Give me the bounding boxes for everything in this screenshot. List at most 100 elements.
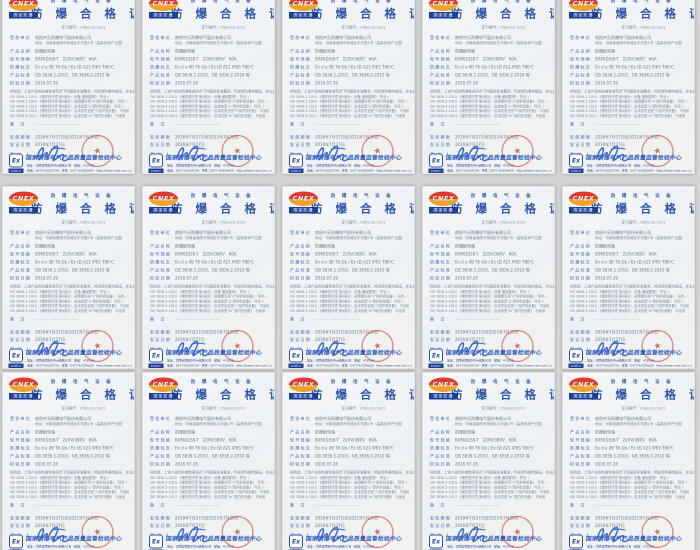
issue-date-row: 发证日期 2016年7月27日 — [290, 337, 345, 343]
center-contact-line: 电话：0377-63239734 传真：0377-63226825 http:/… — [27, 364, 132, 368]
certificate-page[interactable]: 防 爆 电 气 设 备 CNEX 国家防爆 防 爆 合 格 证 证书编号：CNE… — [562, 0, 695, 174]
equipment-type-label: 防 爆 电 气 设 备 — [470, 0, 534, 4]
cnex-logo-caption: 国家防爆 — [289, 207, 318, 214]
field-row-product-name: 产品名称 防爆配电箱 — [570, 243, 615, 249]
certificate-page[interactable]: 防 爆 电 气 设 备 CNEX 国家防爆 防 爆 合 格 证 证书编号：CNE… — [422, 372, 555, 550]
standard-line: GB 3836.3-2010 《爆炸性环境 第3部分：由增安型“e”保护的设备》… — [430, 104, 544, 109]
inspection-center-name: 国家防爆电气产品质量监督检验中心 — [25, 535, 123, 542]
equipment-type-label: 防 爆 电 气 设 备 — [50, 379, 114, 385]
field-row-ex-marking: 防爆标志 Ex d e IIB T6 Gb / Ex tD A21 IP65 T… — [430, 64, 535, 70]
ex-mark-caption: CNEX — [568, 168, 584, 173]
conformity-statement: 经检验，上述产品的防爆性能符合下列国家标准要求，特发给防爆合格证，并出具下列检验… — [290, 284, 414, 289]
center-contact-line: 电话：0377-63239734 传真：0377-63226825 http:/… — [307, 364, 412, 368]
certificate-page[interactable]: 防 爆 电 气 设 备 CNEX 国家防爆 防 爆 合 格 证 证书编号：CNE… — [2, 372, 135, 550]
certificate-cell: 防 爆 电 气 设 备 CNEX 国家防爆 防 爆 合 格 证 证书编号：CNE… — [562, 0, 695, 174]
certificate-page[interactable]: 防 爆 电 气 设 备 CNEX 国家防爆 防 爆 合 格 证 证书编号：CNE… — [562, 372, 695, 550]
certificate-page[interactable]: 防 爆 电 气 设 备 CNEX 国家防爆 防 爆 合 格 证 证书编号：CNE… — [422, 0, 555, 174]
certificate-number-value: CNEx16.1911 — [360, 25, 386, 30]
standard-line: GB 3836.1-2010 《爆炸性环境 第1部分：设备 通用要求》 符合 √ — [150, 95, 250, 99]
issue-date-row: 发证日期 2016年7月27日 — [430, 142, 485, 148]
certificate-page[interactable]: 防 爆 电 气 设 备 CNEX 国家防爆 防 爆 合 格 证 证书编号：CNE… — [282, 372, 415, 550]
certificate-page[interactable]: 防 爆 电 气 设 备 CNEX 国家防爆 防 爆 合 格 证 证书编号：CNE… — [142, 186, 275, 369]
certificate-fields: 受检单位 南阳中天防爆电气股份有限公司 地址：河南省南阳市宛城区中天路1号（高新… — [570, 417, 689, 467]
ex-mark-caption: CNEX — [428, 168, 444, 173]
handwritten-signature — [36, 145, 70, 162]
certificate-page[interactable]: 防 爆 电 气 设 备 CNEX 国家防爆 防 爆 合 格 证 证书编号：CNE… — [282, 186, 415, 369]
certificate-number-value: CNEx16.1911 — [80, 220, 106, 225]
center-address-line: 地址：河南省南阳市中州西路20号 邮编：473008 — [307, 545, 374, 549]
equipment-type-label: 防 爆 电 气 设 备 — [190, 0, 254, 4]
standard-line: GB 3836.9-2014 《爆炸性环境 第9部分：由浇封型“m”保护的设备》… — [290, 494, 406, 499]
center-address-line: 地址：河南省南阳市中州西路20号 邮编：473008 — [447, 545, 514, 549]
standard-line: GB 3836.1-2010 《爆炸性环境 第1部分：设备 通用要求》 符合 √ — [570, 95, 670, 99]
cnex-logo-text: CNEX — [572, 381, 595, 389]
certificate-number-value: CNEx16.1911 — [500, 406, 526, 411]
certificate-page[interactable]: 防 爆 电 气 设 备 CNEX 国家防爆 防 爆 合 格 证 证书编号：CNE… — [142, 0, 275, 174]
conformity-statement: 经检验，上述产品的防爆性能符合下列国家标准要求，特发给防爆合格证，并出具下列检验… — [290, 89, 414, 94]
standard-line: GB 3836.2-2010 《爆炸性环境 第2部分：由隔爆外壳“d”保护的设备… — [150, 99, 268, 104]
certificate-cell: 防 爆 电 气 设 备 CNEX 国家防爆 防 爆 合 格 证 证书编号：CNE… — [422, 186, 555, 369]
standard-line: GB 3836.3-2010 《爆炸性环境 第3部分：由增安型“e”保护的设备》… — [150, 485, 264, 490]
certificate-number-value: CNEx16.1911 — [360, 406, 386, 411]
cnex-logo: CNEX 国家防爆 — [9, 191, 40, 214]
standards-list: GB 3836.1-2010 《爆炸性环境 第1部分：设备 通用要求》 符合 √… — [150, 476, 269, 500]
certificate-page[interactable]: 防 爆 电 气 设 备 CNEX 国家防爆 防 爆 合 格 证 证书编号：CNE… — [422, 186, 555, 369]
cnex-logo-text: CNEX — [292, 0, 315, 8]
field-row-model-spec: 型号规格 BXM(D)58-T 220V/380V 60A — [430, 437, 517, 443]
certificate-page[interactable]: 防 爆 电 气 设 备 CNEX 国家防爆 防 爆 合 格 证 证书编号：CNE… — [562, 186, 695, 369]
standard-line: GB 3836.2-2010 《爆炸性环境 第2部分：由隔爆外壳“d”保护的设备… — [10, 99, 128, 104]
field-row-ex-marking: 防爆标志 Ex d e IIB T6 Gb / Ex tD A21 IP65 T… — [10, 445, 115, 451]
cnex-logo-caption: 国家防爆 — [569, 12, 598, 19]
remark-row: 备 注 —————————— — [10, 122, 80, 127]
certificate-title: 防 爆 合 格 证 — [171, 202, 275, 216]
field-row-ex-marking: 防爆标志 Ex d e IIB T6 Gb / Ex tD A21 IP65 T… — [150, 64, 255, 70]
certificate-content: 防 爆 电 气 设 备 CNEX 国家防爆 防 爆 合 格 证 证书编号：CNE… — [3, 187, 134, 368]
ex-mark-caption: CNEX — [8, 363, 24, 368]
handwritten-signature — [36, 526, 70, 543]
certificate-number: 证书编号：CNEx16.1911 — [563, 406, 694, 412]
standard-line: GB 3836.3-2010 《爆炸性环境 第3部分：由增安型“e”保护的设备》… — [570, 104, 684, 109]
remark-row: 备 注 —————————— — [150, 317, 220, 322]
standard-line: GB 3836.2-2010 《爆炸性环境 第2部分：由隔爆外壳“d”保护的设备… — [570, 294, 688, 299]
certificate-page[interactable]: 防 爆 电 气 设 备 CNEX 国家防爆 防 爆 合 格 证 证书编号：CNE… — [2, 186, 135, 369]
field-row-ex-marking: 防爆标志 Ex d e IIB T6 Gb / Ex tD A21 IP65 T… — [430, 445, 535, 451]
standard-line: GB 3836.1-2010 《爆炸性环境 第1部分：设备 通用要求》 符合 √ — [430, 95, 530, 99]
field-row-product-name: 产品名称 防爆配电箱 — [290, 243, 335, 249]
certificate-footer: Ex CNEX 国家防爆电气产品质量监督检验中心 地址：河南省南阳市中州西路20… — [423, 341, 554, 368]
standard-line: GB 3836.1-2010 《爆炸性环境 第1部分：设备 通用要求》 符合 √ — [290, 290, 390, 294]
standard-line: GB 3836.2-2010 《爆炸性环境 第2部分：由隔爆外壳“d”保护的设备… — [570, 480, 688, 485]
certificate-page[interactable]: 防 爆 电 气 设 备 CNEX 国家防爆 防 爆 合 格 证 证书编号：CNE… — [282, 0, 415, 174]
certificate-page[interactable]: 防 爆 电 气 设 备 CNEX 国家防爆 防 爆 合 格 证 证书编号：CNE… — [142, 372, 275, 550]
standard-line: GB 3836.4-2010 《爆炸性环境 第4部分：由本质安全型“i”保护的设… — [10, 304, 129, 309]
certificate-number: 证书编号：CNEx16.1911 — [563, 220, 694, 226]
center-contact-line: 电话：0377-63239734 传真：0377-63226825 http:/… — [307, 169, 412, 173]
certificate-fields: 受检单位 南阳中天防爆电气股份有限公司 地址：河南省南阳市宛城区中天路1号（高新… — [150, 417, 269, 467]
certificate-number-value: CNEx16.1911 — [80, 406, 106, 411]
certificate-number-label: 证书编号： — [481, 406, 501, 411]
field-row-ex-marking: 防爆标志 Ex d e IIB T6 Gb / Ex tD A21 IP65 T… — [290, 445, 395, 451]
certificate-number-label: 证书编号： — [201, 25, 221, 30]
validity-period-row: 有效期限 2016年7月27日至2021年7月26日 — [150, 134, 239, 140]
field-row-product-name: 产品名称 防爆配电箱 — [150, 243, 195, 249]
standard-line: GB 3836.3-2010 《爆炸性环境 第3部分：由增安型“e”保护的设备》… — [10, 299, 124, 304]
standard-line: GB 3836.2-2010 《爆炸性环境 第2部分：由隔爆外壳“d”保护的设备… — [430, 294, 548, 299]
handwritten-signature — [316, 340, 350, 357]
field-row-product-standard: 产品标准 GB 3836.1-2010、GB 3836.2-2010 等 — [430, 72, 530, 78]
certificate-page[interactable]: 防 爆 电 气 设 备 CNEX 国家防爆 防 爆 合 格 证 证书编号：CNE… — [2, 0, 135, 174]
field-row-product-name: 产品名称 防爆配电箱 — [430, 243, 475, 249]
standards-list: GB 3836.1-2010 《爆炸性环境 第1部分：设备 通用要求》 符合 √… — [290, 476, 409, 500]
certificate-content: 防 爆 电 气 设 备 CNEX 国家防爆 防 爆 合 格 证 证书编号：CNE… — [563, 373, 694, 550]
certificate-number: 证书编号：CNEx16.1911 — [3, 220, 134, 226]
field-row-product-standard: 产品标准 GB 3836.1-2010、GB 3836.2-2010 等 — [570, 453, 670, 459]
field-row-product-standard: 产品标准 GB 3836.1-2010、GB 3836.2-2010 等 — [430, 453, 530, 459]
equipment-type-label: 防 爆 电 气 设 备 — [470, 193, 534, 199]
field-row-model-spec: 型号规格 BXM(D)58-T 220V/380V 60A — [10, 251, 97, 257]
field-row-product-standard: 产品标准 GB 3836.1-2010、GB 3836.2-2010 等 — [570, 72, 670, 78]
field-row-model-spec: 型号规格 BXM(D)58-T 220V/380V 60A — [150, 56, 237, 62]
inspection-center-name: 国家防爆电气产品质量监督检验中心 — [445, 535, 543, 542]
certificate-fields: 受检单位 南阳中天防爆电气股份有限公司 地址：河南省南阳市宛城区中天路1号（高新… — [10, 417, 129, 467]
standard-line: GB 3836.4-2010 《爆炸性环境 第4部分：由本质安全型“i”保护的设… — [10, 109, 129, 114]
standards-list: GB 3836.1-2010 《爆炸性环境 第1部分：设备 通用要求》 符合 √… — [570, 476, 689, 500]
standards-list: GB 3836.1-2010 《爆炸性环境 第1部分：设备 通用要求》 符合 √… — [430, 95, 549, 119]
cnex-logo-text: CNEX — [572, 195, 595, 203]
